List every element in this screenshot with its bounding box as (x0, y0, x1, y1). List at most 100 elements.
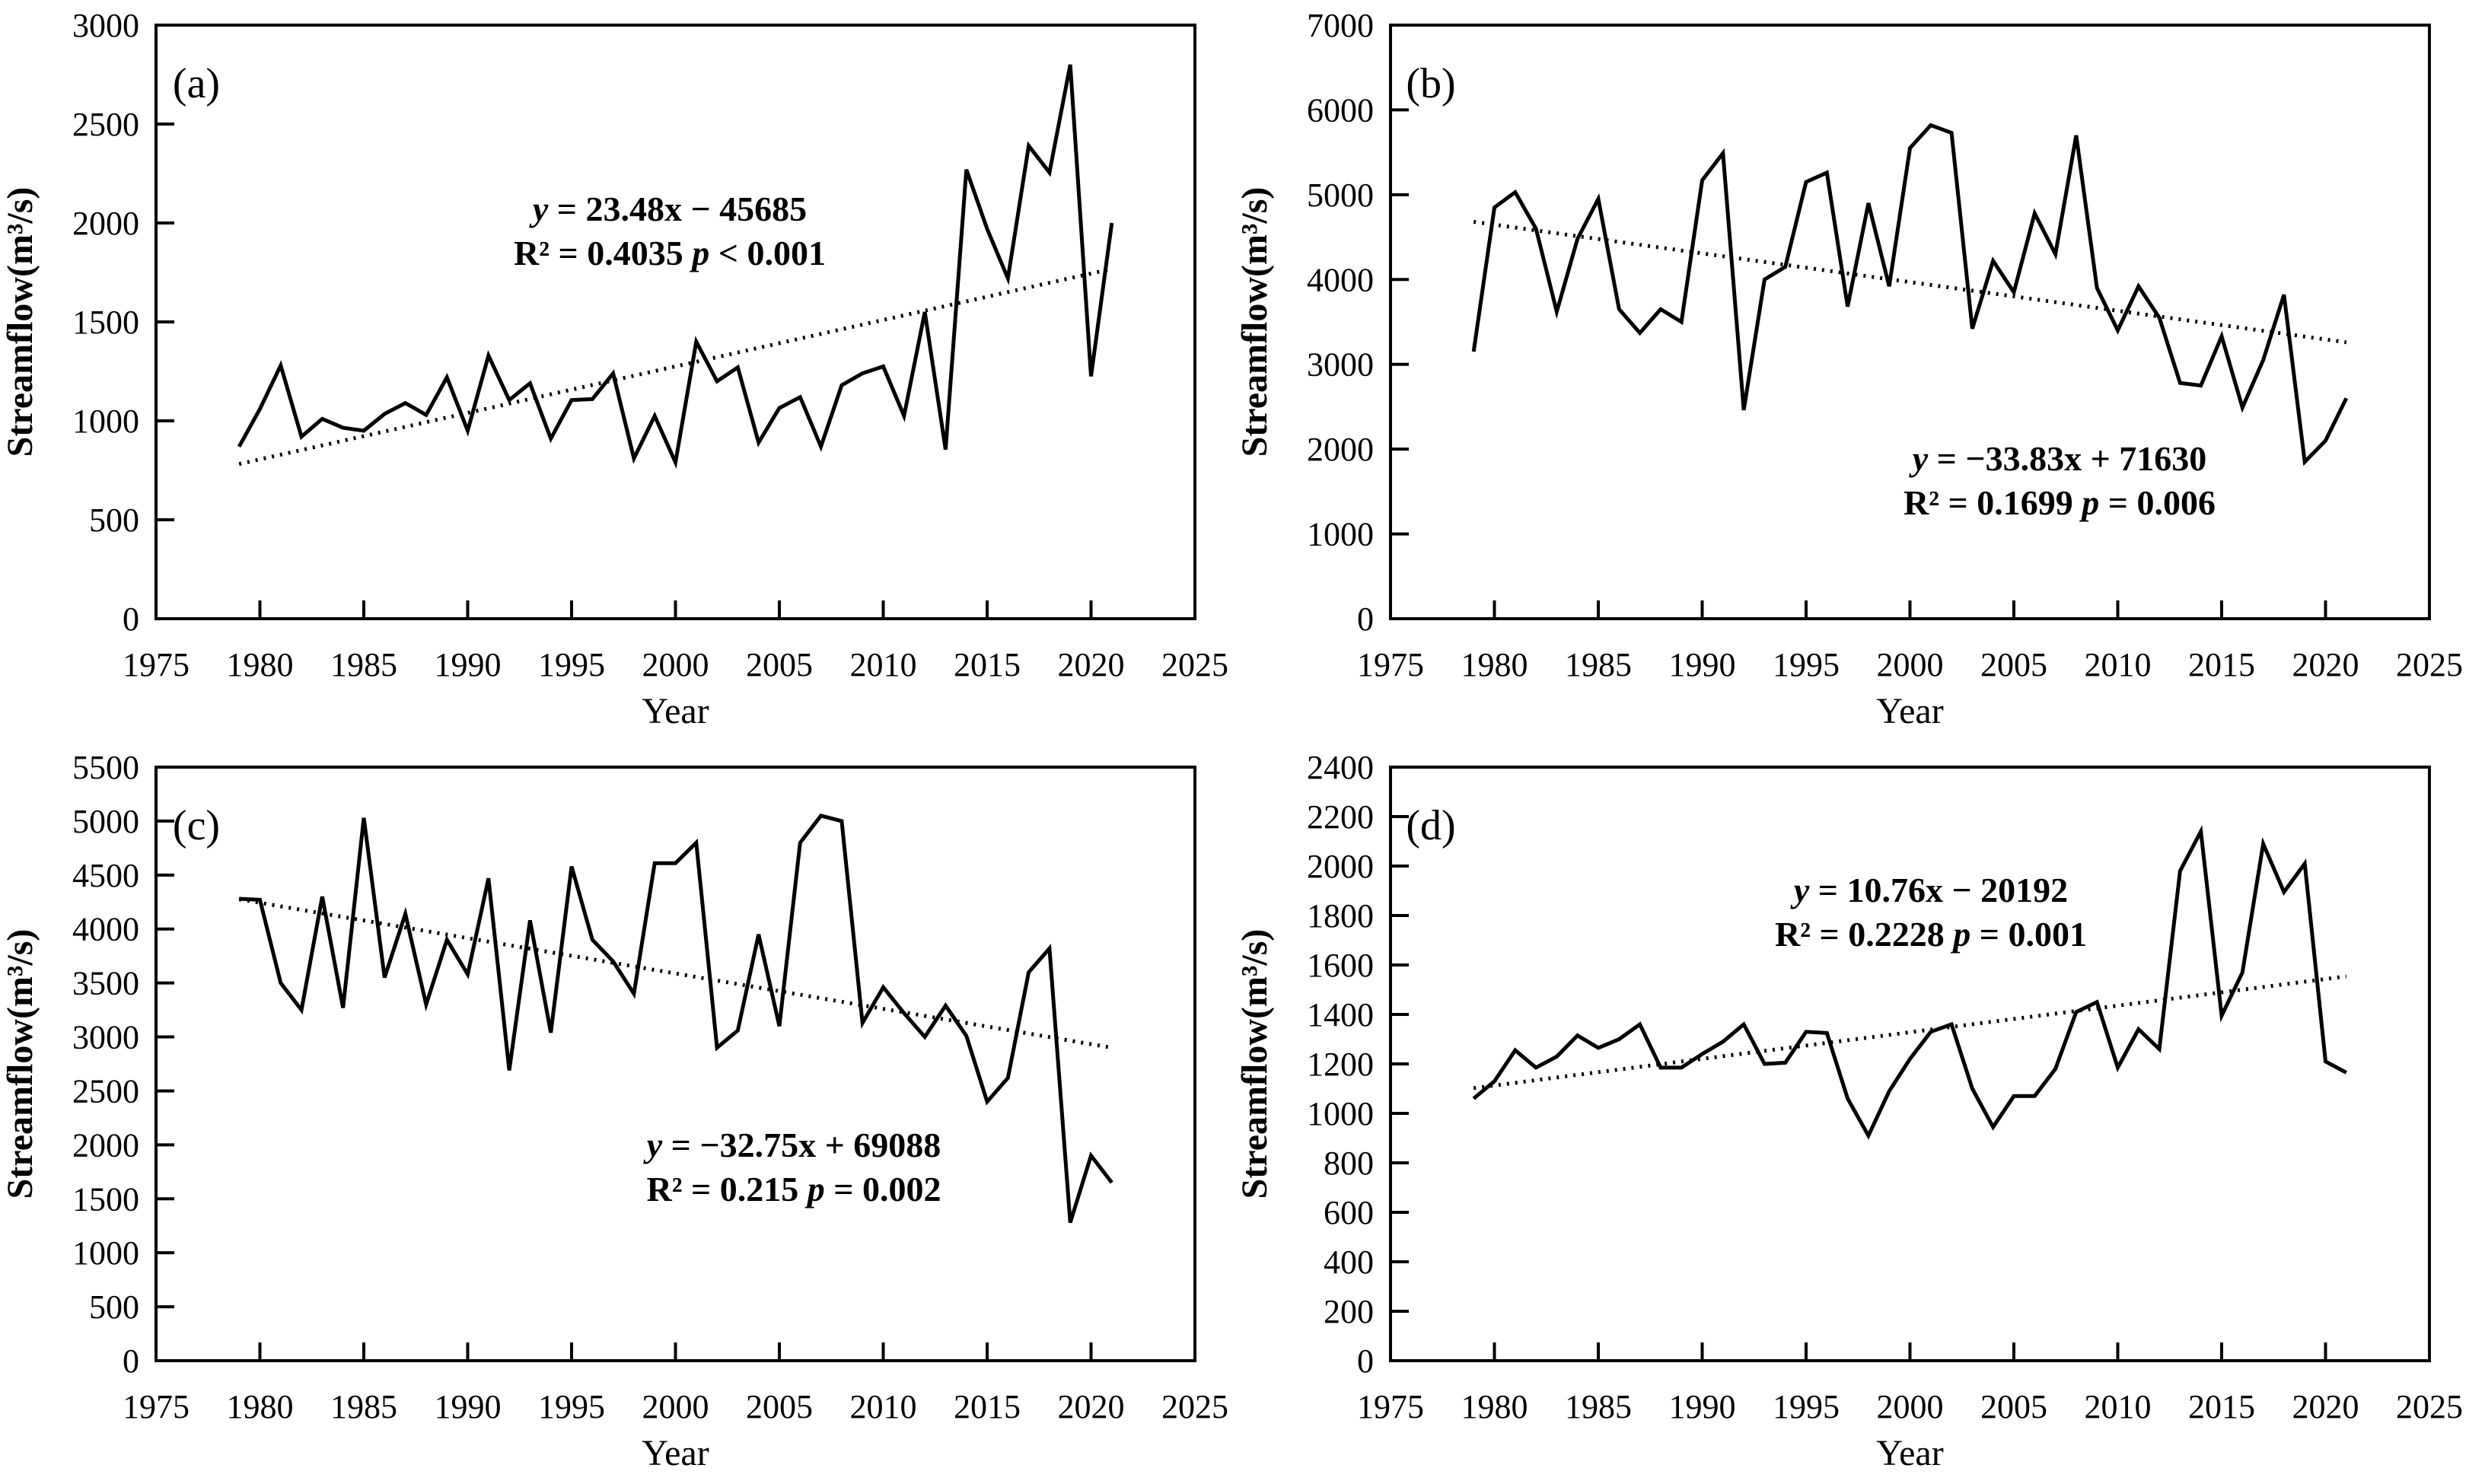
y-axis-title: Streamflow(m³/s) (1234, 187, 1275, 457)
panel-d-chart: 0 200 400 600 800 1000 1200 1400 1600 1800 2000 220… (1234, 749, 2463, 1473)
x-axis-tick-label: 2010 (2085, 1388, 2152, 1425)
y-axis-tick-label: 4500 (72, 857, 139, 894)
y-axis-tick-label: 4000 (72, 911, 139, 948)
panel-label: (b) (1406, 60, 1455, 107)
panel-c-chart: 0 500 1000 1500 2000 2500 3000 3500 4000 4500 5000… (0, 749, 1228, 1473)
plot-area (155, 766, 1196, 1362)
x-axis-tick-label: 2000 (1877, 646, 1944, 683)
x-axis-tick-label: 2020 (2292, 1388, 2359, 1425)
y-axis-title: Streamflow(m³/s) (0, 187, 40, 457)
x-axis-tick-label: 1995 (538, 1388, 605, 1425)
regression-equation: y = 10.76x − 20192 (1790, 871, 2068, 909)
regression-stats: R² = 0.1699 p = 0.006 (1904, 483, 2216, 522)
x-axis-tick-label: 2000 (1877, 1388, 1944, 1425)
y-axis-tick-label: 3000 (1307, 346, 1374, 384)
y-axis-tick-label: 1000 (1307, 1095, 1374, 1132)
y-axis-tick-label: 0 (123, 1342, 139, 1380)
regression-stats: R² = 0.4035 p < 0.001 (514, 234, 826, 272)
y-axis-tick-label: 4000 (1307, 261, 1374, 298)
x-axis-tick-label: 1995 (538, 646, 605, 683)
y-axis-tick-label: 0 (1357, 600, 1374, 638)
x-axis-title: Year (642, 691, 709, 731)
x-axis-tick-label: 2020 (2292, 646, 2359, 683)
y-axis-tick-label: 1800 (1307, 897, 1374, 935)
y-axis-tick-label: 6000 (1307, 91, 1374, 129)
x-axis-tick-label: 1985 (1565, 646, 1632, 683)
y-axis-tick-label: 2400 (1307, 749, 1374, 786)
y-axis-tick-label: 0 (1357, 1342, 1374, 1380)
y-axis-tick-label: 0 (123, 600, 139, 638)
x-axis-tick-label: 2000 (642, 646, 709, 683)
x-axis-title: Year (1876, 691, 1943, 731)
x-axis-tick-label: 1990 (435, 1388, 502, 1425)
y-axis-tick-label: 3000 (72, 1019, 139, 1056)
x-axis-tick-label: 2025 (1161, 646, 1228, 683)
y-axis-tick-label: 3000 (72, 7, 139, 44)
y-axis-tick-label: 2500 (72, 1072, 139, 1110)
x-axis-tick-label: 2015 (954, 646, 1021, 683)
x-axis-tick-label: 2010 (850, 1388, 917, 1425)
y-axis-tick-label: 400 (1324, 1244, 1374, 1281)
x-axis-tick-label: 1990 (1669, 646, 1736, 683)
y-axis-tick-label: 3500 (72, 965, 139, 1002)
y-axis-tick-label: 1000 (72, 1234, 139, 1272)
y-axis-tick-label: 5000 (72, 803, 139, 840)
x-axis-tick-label: 1975 (1357, 1388, 1424, 1425)
x-axis-tick-label: 2010 (850, 646, 917, 683)
x-axis-tick-label: 2015 (954, 1388, 1021, 1425)
y-axis-tick-label: 5500 (72, 749, 139, 786)
y-axis-tick-label: 2000 (1307, 431, 1374, 468)
y-axis-tick-label: 2000 (72, 205, 139, 242)
y-axis-tick-label: 1000 (72, 403, 139, 440)
panel-b-chart: 0 1000 2000 3000 4000 5000 6000 7000 1975 1980 198… (1234, 7, 2463, 731)
regression-equation: y = 23.48x − 45685 (529, 189, 807, 228)
panel-label: (a) (173, 60, 220, 107)
x-axis-tick-label: 1980 (227, 1388, 294, 1425)
y-axis-tick-label: 800 (1324, 1145, 1374, 1182)
x-axis-tick-label: 1995 (1773, 646, 1840, 683)
streamflow-line (1472, 825, 2347, 1140)
y-axis-tick-label: 1600 (1307, 947, 1374, 984)
y-axis-tick-label: 1400 (1307, 996, 1374, 1033)
regression-stats: R² = 0.215 p = 0.002 (647, 1170, 941, 1209)
panel-d: 0 200 400 600 800 1000 1200 1400 1600 1800 2000 220… (1234, 742, 2469, 1484)
y-axis-tick-label: 5000 (1307, 177, 1374, 214)
y-axis-tick-label: 1000 (1307, 516, 1374, 553)
panel-a: 0 500 1000 1500 2000 2500 3000 1975 1980 1985 1990… (0, 0, 1234, 742)
x-axis-tick-label: 1995 (1773, 1388, 1840, 1425)
x-axis-tick-label: 2025 (1161, 1388, 1228, 1425)
x-axis-tick-label: 1990 (1669, 1388, 1736, 1425)
streamflow-line (237, 64, 1114, 470)
x-axis-tick-label: 2015 (2188, 1388, 2255, 1425)
panel-a-chart: 0 500 1000 1500 2000 2500 3000 1975 1980 1985 1990… (0, 7, 1228, 731)
y-axis-tick-label: 2200 (1307, 798, 1374, 836)
x-axis-tick-label: 1985 (1565, 1388, 1632, 1425)
panel-c: 0 500 1000 1500 2000 2500 3000 3500 4000 4500 5000… (0, 742, 1234, 1484)
trend-line (1473, 974, 2347, 1091)
y-axis-tick-label: 2500 (72, 106, 139, 143)
panel-b: 0 1000 2000 3000 4000 5000 6000 7000 1975 1980 198… (1234, 0, 2469, 742)
x-axis-tick-label: 1980 (227, 646, 294, 683)
x-axis-tick-label: 1975 (1357, 646, 1424, 683)
x-axis-tick-label: 2005 (1980, 1388, 2047, 1425)
x-axis-tick-label: 1975 (123, 1388, 190, 1425)
x-axis-tick-label: 2025 (2396, 1388, 2463, 1425)
y-axis-tick-label: 600 (1324, 1194, 1374, 1231)
y-axis-tick-label: 2000 (72, 1126, 139, 1164)
streamflow-line (239, 813, 1113, 1224)
x-axis-tick-label: 2005 (1980, 646, 2047, 683)
x-axis-tick-label: 1975 (123, 646, 190, 683)
plot-area (155, 24, 1196, 620)
x-axis-tick-label: 1990 (435, 646, 502, 683)
panel-label: (d) (1406, 802, 1455, 849)
x-axis-tick-label: 1985 (330, 646, 397, 683)
y-axis-tick-label: 2000 (1307, 848, 1374, 885)
y-axis-tick-label: 200 (1324, 1293, 1374, 1330)
x-axis-tick-label: 2010 (2085, 646, 2152, 683)
x-axis-tick-label: 2005 (746, 646, 813, 683)
y-axis-tick-label: 7000 (1307, 7, 1374, 44)
x-axis-tick-label: 2020 (1058, 1388, 1125, 1425)
y-axis-tick-label: 500 (89, 1288, 139, 1326)
y-axis-tick-label: 1500 (72, 304, 139, 341)
